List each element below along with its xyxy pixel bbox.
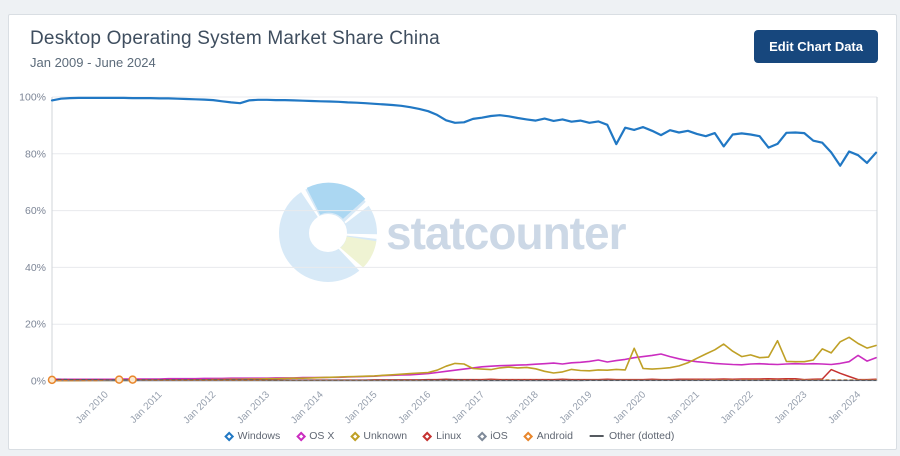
legend-diamond-icon-linux	[422, 431, 433, 441]
legend-item-ios: iOS	[476, 430, 508, 442]
legend-label-os-x: OS X	[309, 430, 335, 442]
legend-label-windows: Windows	[237, 430, 281, 442]
edit-chart-data-button[interactable]: Edit Chart Data	[754, 30, 878, 63]
legend-label-android: Android	[536, 430, 573, 442]
legend-label-ios: iOS	[490, 430, 508, 442]
legend-diamond-icon-os-x	[295, 431, 306, 441]
legend-item-other-dotted: Other (dotted)	[589, 430, 675, 442]
legend-item-os-x: OS X	[295, 430, 335, 442]
chart-card	[8, 14, 897, 450]
chart-date-range: Jan 2009 - June 2024	[30, 55, 156, 70]
legend-diamond-icon-windows	[224, 431, 235, 441]
chart-header: Desktop Operating System Market Share Ch…	[30, 28, 440, 70]
legend-item-android: Android	[523, 430, 573, 442]
legend-label-linux: Linux	[436, 430, 462, 442]
legend-diamond-icon-android	[523, 431, 534, 441]
legend-item-unknown: Unknown	[349, 430, 408, 442]
page-title: Desktop Operating System Market Share Ch…	[30, 28, 440, 49]
legend-item-linux: Linux	[422, 430, 462, 442]
legend-label-unknown: Unknown	[363, 430, 408, 442]
legend-label-other-dotted: Other (dotted)	[608, 430, 675, 442]
legend-dash-icon-other-dotted	[589, 435, 604, 437]
legend-diamond-icon-unknown	[349, 431, 360, 441]
chart-legend: Windows OS X Unknown Linux iOS Android Other (…	[224, 430, 675, 442]
legend-diamond-icon-ios	[476, 431, 487, 441]
legend-item-windows: Windows	[224, 430, 281, 442]
